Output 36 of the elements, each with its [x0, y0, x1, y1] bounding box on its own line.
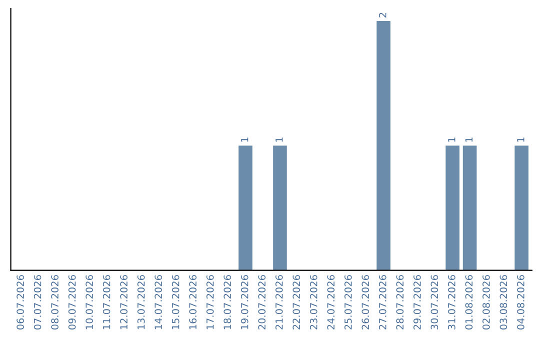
x-tick-label: 13.07.2026: [137, 275, 145, 330]
x-tick-label: 25.07.2026: [344, 275, 352, 330]
x-tick-label: 28.07.2026: [396, 275, 404, 330]
x-tick-label: 29.07.2026: [413, 275, 421, 330]
x-tick-label: 19.07.2026: [240, 275, 248, 330]
x-tick-label: 01.08.2026: [465, 275, 473, 330]
x-tick-label: 22.07.2026: [292, 275, 300, 330]
data-label: 1: [448, 138, 456, 142]
x-tick-label: 27.07.2026: [378, 275, 386, 330]
x-tick-label: 20.07.2026: [258, 275, 266, 330]
x-tick-label: 10.07.2026: [86, 275, 93, 330]
x-tick-label: 04.08.2026: [517, 275, 524, 330]
x-tick-label: 17.07.2026: [206, 275, 214, 330]
x-tick-label: 15.07.2026: [172, 275, 180, 330]
x-tick-label: 30.07.2026: [430, 275, 438, 330]
data-label: 1: [517, 138, 524, 142]
x-tick-label: 26.07.2026: [362, 275, 370, 330]
x-tick-label: 23.07.2026: [310, 275, 318, 330]
x-tick-label: 06.07.2026: [16, 275, 24, 330]
x-tick-label: 08.07.2026: [51, 275, 58, 330]
data-label: 1: [465, 138, 472, 142]
x-tick-label: 16.07.2026: [189, 275, 197, 330]
x-tick-label: 24.07.2026: [327, 275, 335, 330]
x-tick-label: 03.08.2026: [500, 275, 508, 330]
data-label: 1: [241, 138, 248, 142]
x-tick-label: 11.07.2026: [102, 275, 110, 330]
x-tick-label: 02.08.2026: [482, 275, 490, 330]
x-tick-label: 12.07.2026: [120, 275, 128, 330]
x-tick-label: 31.07.2026: [448, 275, 456, 330]
x-tick-label: 18.07.2026: [224, 275, 232, 330]
data-label: 1: [276, 138, 283, 142]
x-tick-label: 09.07.2026: [68, 275, 76, 330]
x-tick-label: 21.07.2026: [275, 275, 283, 330]
x-tick-label: 14.07.2026: [154, 275, 162, 330]
x-tick-label: 07.07.2026: [34, 275, 42, 330]
data-label: 2: [378, 12, 386, 18]
